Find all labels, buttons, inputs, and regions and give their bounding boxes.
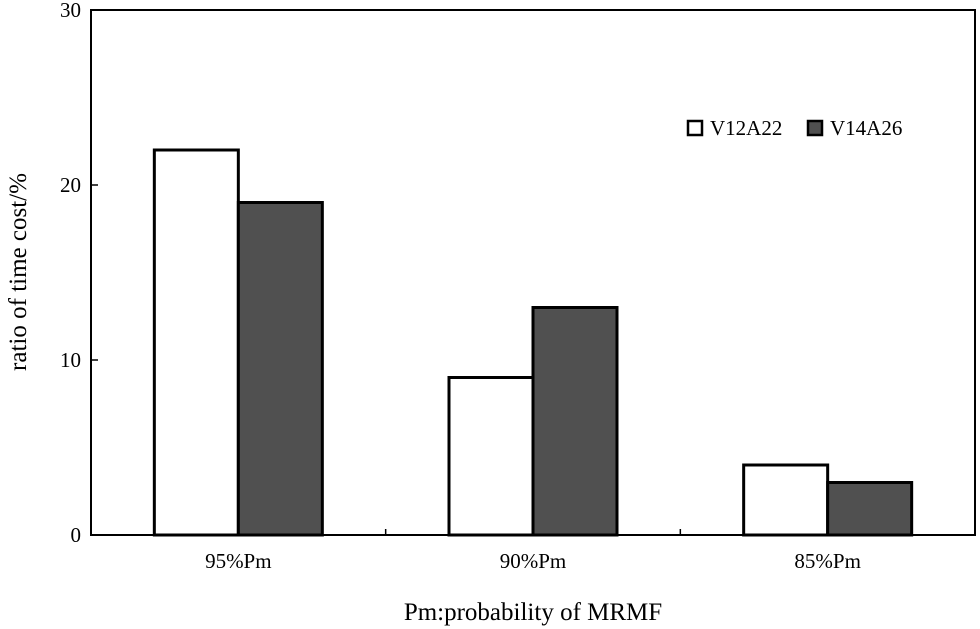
legend-swatch-V12A22 [686,119,704,137]
bars [152,148,914,537]
y-axis-title: ratio of time cost/% [5,173,32,371]
bar-V12A22-90%Pm [447,376,535,537]
bar-V14A26-85%Pm [826,481,914,537]
bar-V12A22-95%Pm [152,148,240,537]
x-axis-title: Pm:probability of MRMF [404,599,662,626]
y-tick-label: 30 [60,0,81,22]
plot-frame [90,9,976,536]
legend-swatch-V14A26 [806,119,824,137]
y-tick-label: 10 [60,348,81,372]
bar-V14A26-90%Pm [531,306,619,537]
y-tick-label: 0 [71,523,82,547]
x-tick-label: 95%Pm [205,549,272,573]
y-tick-label: 20 [60,173,81,197]
legend: V12A22 V14A26 [686,116,902,140]
legend-label-V12A22: V12A22 [710,116,782,140]
x-tick-label: 90%Pm [500,549,567,573]
y-axis-ticks: 0 10 20 30 [60,0,98,547]
legend-label-V14A26: V14A26 [830,116,902,140]
bar-V14A26-95%Pm [236,201,324,537]
x-axis-ticks: 95%Pm 90%Pm 85%Pm [205,529,861,573]
x-tick-label: 85%Pm [794,549,861,573]
bar-V12A22-85%Pm [742,463,830,537]
